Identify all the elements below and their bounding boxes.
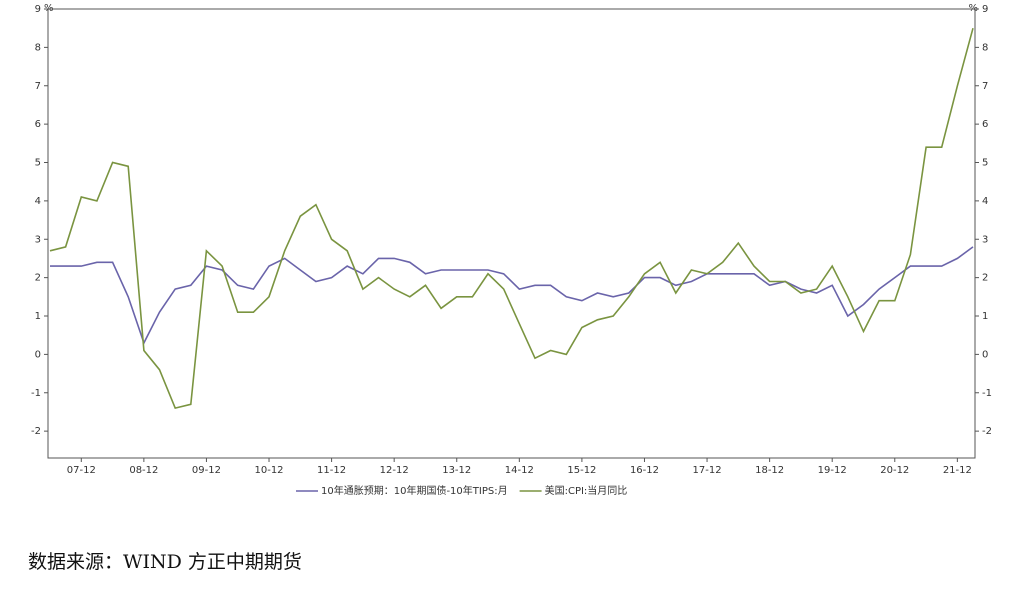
y2-tick-label: 5 <box>982 158 988 169</box>
x-tick-label: 13-12 <box>442 465 471 476</box>
y-tick-label: 9 <box>35 4 41 15</box>
y2-tick-label: 3 <box>982 234 988 245</box>
x-tick-label: 11-12 <box>317 465 346 476</box>
y2-tick-label: 8 <box>982 42 988 53</box>
line-series <box>50 246 974 345</box>
y-tick-label: -1 <box>31 388 41 399</box>
y2-tick-label: 7 <box>982 81 988 92</box>
x-tick-label: 12-12 <box>380 465 409 476</box>
y-tick-label: 8 <box>35 42 41 53</box>
y2-tick-label: 2 <box>982 273 988 284</box>
y2-tick-label: -2 <box>982 426 992 437</box>
y2-tick-label: 1 <box>982 311 988 322</box>
x-tick-label: 16-12 <box>630 465 659 476</box>
x-tick-label: 21-12 <box>943 465 972 476</box>
y-tick-label: 7 <box>35 81 41 92</box>
y2-tick-label: 6 <box>982 119 988 130</box>
y-tick-label: 2 <box>35 273 41 284</box>
legend-label: 10年通胀预期：10年期国债-10年TIPS:月 <box>321 484 508 497</box>
x-tick-label: 07-12 <box>67 465 96 476</box>
x-tick-label: 10-12 <box>254 465 283 476</box>
x-tick-label: 08-12 <box>129 465 158 476</box>
y-tick-label: 0 <box>35 349 41 360</box>
x-tick-label: 18-12 <box>755 465 784 476</box>
source: 数据来源：WIND 方正中期期货 <box>28 551 302 573</box>
x-tick-label: 15-12 <box>567 465 596 476</box>
x-tick-label: 09-12 <box>192 465 221 476</box>
y2-tick-label: 0 <box>982 349 988 360</box>
legend-label: 美国:CPI:当月同比 <box>545 484 628 497</box>
y2-tick-label: -1 <box>982 388 992 399</box>
y-tick-label: 6 <box>35 119 41 130</box>
y-tick-label: 3 <box>35 234 41 245</box>
y-tick-label: -2 <box>31 426 41 437</box>
x-tick-label: 17-12 <box>693 465 722 476</box>
x-tick-label: 20-12 <box>880 465 909 476</box>
y-tick-label: 1 <box>35 311 41 322</box>
x-tick-label: 19-12 <box>818 465 847 476</box>
plot-frame <box>47 8 976 459</box>
y-tick-label: 5 <box>35 158 41 169</box>
y2-tick-label: 4 <box>982 196 988 207</box>
y2-tick-label: 9 <box>982 4 988 15</box>
x-tick-label: 14-12 <box>505 465 534 476</box>
line-series <box>49 27 974 410</box>
y-tick-label: 4 <box>35 196 41 207</box>
